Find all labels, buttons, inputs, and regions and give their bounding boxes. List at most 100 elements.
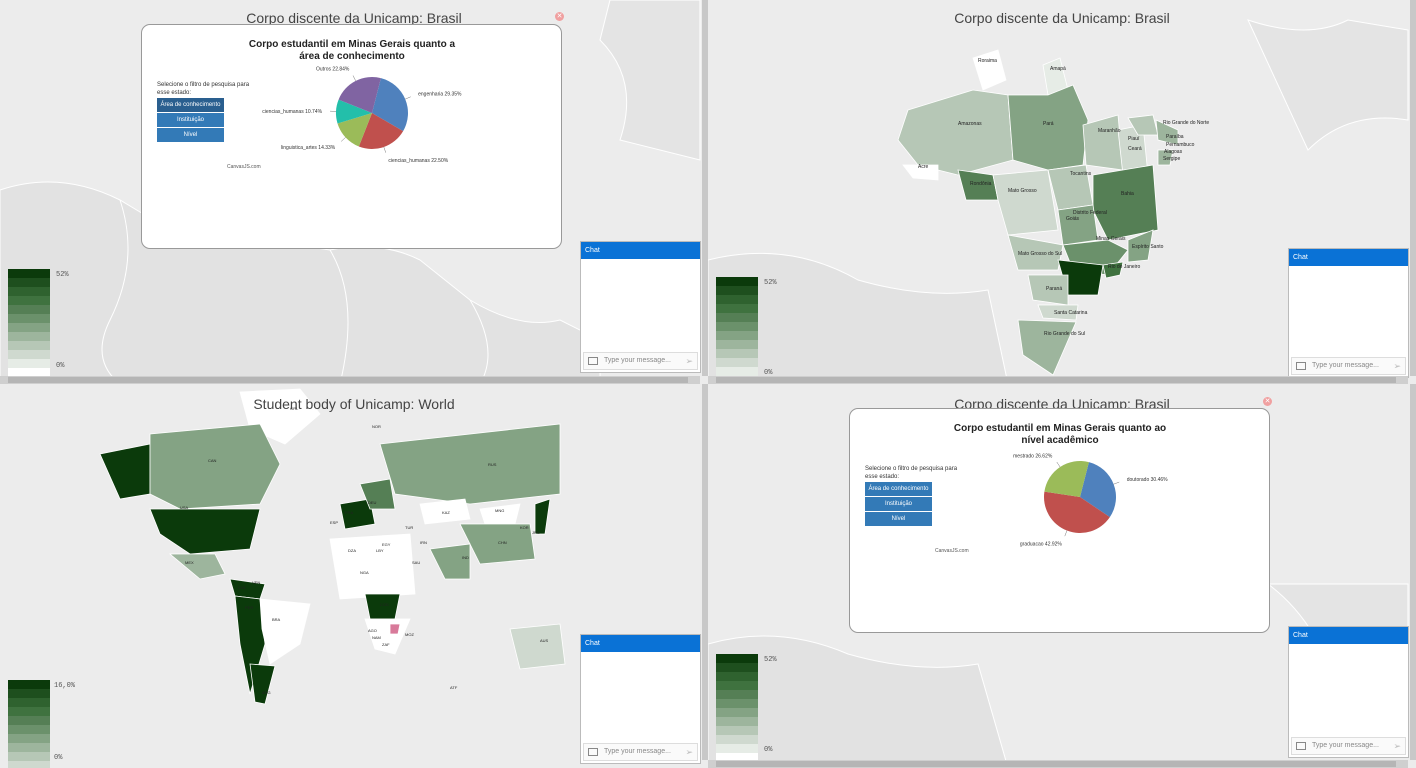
image-icon[interactable] bbox=[588, 748, 598, 756]
image-icon[interactable] bbox=[1296, 362, 1306, 370]
level-button[interactable]: Nível bbox=[157, 128, 224, 142]
image-icon[interactable] bbox=[1296, 742, 1306, 750]
pie-leader-line bbox=[1056, 461, 1061, 468]
state-label: Tocantins bbox=[1070, 171, 1092, 177]
image-icon[interactable] bbox=[588, 357, 598, 365]
legend-swatch bbox=[8, 725, 50, 734]
legend-swatch bbox=[8, 350, 50, 359]
chat-placeholder: Type your message... bbox=[604, 748, 671, 755]
close-icon[interactable]: ✕ bbox=[555, 12, 564, 21]
institution-button[interactable]: Instituição bbox=[157, 113, 224, 127]
pie-slice[interactable] bbox=[336, 99, 372, 124]
chat-panel: Chat Type your message... ➢ bbox=[1288, 626, 1409, 758]
chart-title: Corpo estudantil em Minas Gerais quanto … bbox=[953, 423, 1167, 446]
pie-chart[interactable]: engenharia 29.35% ciencias_humanas 22.50%… bbox=[252, 65, 552, 195]
institution-button[interactable]: Instituição bbox=[865, 497, 932, 511]
state-santa-catarina bbox=[1037, 304, 1079, 321]
color-legend bbox=[8, 269, 50, 377]
pie-slice[interactable] bbox=[338, 77, 381, 113]
brazil-map[interactable]: Roraima Amapá Amazonas Pará Maranhão Ceará Rio… bbox=[708, 0, 1416, 384]
pie-slice-label: ciencias_humanas 22.50% bbox=[388, 158, 448, 164]
legend-min: 0% bbox=[764, 369, 773, 377]
country-label: JPN bbox=[532, 530, 540, 535]
country-label: RUS bbox=[488, 462, 497, 467]
vertical-scrollbar[interactable] bbox=[1410, 0, 1416, 376]
legend-swatch bbox=[8, 305, 50, 314]
country-label: NGA bbox=[360, 570, 369, 575]
chat-panel: Chat Type your message... ➢ bbox=[1288, 248, 1409, 378]
legend-swatch bbox=[716, 726, 758, 735]
legend-swatch bbox=[716, 690, 758, 699]
chat-input[interactable]: Type your message... ➢ bbox=[1291, 357, 1406, 375]
country-label: KOR bbox=[520, 525, 529, 530]
state-label: Pernambuco bbox=[1166, 142, 1195, 148]
pie-slice[interactable] bbox=[337, 113, 372, 147]
canvasjs-credit: CanvasJS.com bbox=[935, 548, 969, 554]
legend-swatch bbox=[716, 735, 758, 744]
country-label: DEU bbox=[368, 500, 377, 505]
pie-slice[interactable] bbox=[1044, 461, 1089, 497]
country-label: NOR bbox=[372, 424, 381, 429]
panel-brazil-area: Corpo discente da Unicamp: Brasil ✕ Corp… bbox=[0, 0, 708, 384]
legend-swatch bbox=[716, 277, 758, 286]
country-jpn bbox=[534, 498, 551, 535]
country-label: CAN bbox=[208, 458, 217, 463]
horizontal-scrollbar[interactable] bbox=[708, 376, 1408, 384]
state-label: Mato Grosso bbox=[1008, 188, 1037, 194]
horizontal-scrollbar[interactable] bbox=[708, 760, 1408, 768]
country-label: AGO bbox=[368, 628, 377, 633]
country-label: CHN bbox=[498, 540, 507, 545]
close-icon[interactable]: ✕ bbox=[1263, 397, 1272, 406]
legend-max: 52% bbox=[764, 279, 777, 287]
legend-swatch bbox=[716, 717, 758, 726]
state-label: Maranhão bbox=[1098, 128, 1121, 134]
vertical-scrollbar[interactable] bbox=[1410, 384, 1416, 760]
legend-swatch bbox=[716, 681, 758, 690]
country-kaz bbox=[419, 498, 471, 525]
vertical-scrollbar[interactable] bbox=[702, 0, 708, 376]
area-button[interactable]: Área de conhecimento bbox=[157, 98, 224, 112]
horizontal-scrollbar[interactable] bbox=[0, 376, 700, 384]
legend-swatch bbox=[716, 699, 758, 708]
chat-input[interactable]: Type your message... ➢ bbox=[583, 352, 698, 370]
level-button[interactable]: Nível bbox=[865, 512, 932, 526]
page-title: Corpo discente da Unicamp: Brasil bbox=[246, 10, 462, 26]
state-label: Rio Grande do Sul bbox=[1044, 331, 1085, 337]
country-label: COD bbox=[380, 602, 389, 607]
pie-slice[interactable] bbox=[1080, 462, 1116, 518]
country-label: BRA bbox=[272, 617, 281, 622]
color-legend bbox=[8, 680, 50, 768]
legend-swatch bbox=[716, 708, 758, 717]
pie-slice-label: linguistica_artes 14.33% bbox=[281, 145, 336, 151]
state-label: Acre bbox=[918, 164, 929, 170]
chart-modal: Corpo estudantil em Minas Gerais quanto … bbox=[849, 408, 1270, 633]
state-label: Pará bbox=[1043, 121, 1054, 127]
area-button[interactable]: Área de conhecimento bbox=[865, 482, 932, 496]
country-arg bbox=[249, 663, 276, 705]
send-icon[interactable]: ➢ bbox=[685, 356, 693, 366]
legend-swatch bbox=[716, 367, 758, 376]
legend-swatch bbox=[8, 689, 50, 698]
send-icon[interactable]: ➢ bbox=[1393, 741, 1401, 751]
chat-input[interactable]: Type your message... ➢ bbox=[583, 743, 698, 761]
pie-slice[interactable] bbox=[358, 113, 404, 149]
country-label: USA bbox=[180, 505, 189, 510]
legend-swatch bbox=[8, 752, 50, 761]
send-icon[interactable]: ➢ bbox=[685, 747, 693, 757]
state-label: Rondônia bbox=[970, 181, 992, 187]
pie-slice[interactable] bbox=[372, 78, 408, 132]
vertical-scrollbar[interactable] bbox=[702, 384, 708, 760]
state-mato-grosso-do-sul bbox=[1007, 234, 1064, 271]
chat-input[interactable]: Type your message... ➢ bbox=[1291, 737, 1406, 755]
filter-label: Selecione o filtro de pesquisa para esse… bbox=[157, 82, 250, 96]
legend-swatch bbox=[716, 331, 758, 340]
legend-swatch bbox=[716, 286, 758, 295]
pie-leader-line bbox=[1064, 530, 1068, 537]
send-icon[interactable]: ➢ bbox=[1393, 361, 1401, 371]
pie-slice[interactable] bbox=[1044, 491, 1110, 533]
pie-chart[interactable]: doutorado 30.46% graduacao 42.92% mestrado… bbox=[960, 449, 1260, 579]
state-label: Piauí bbox=[1128, 136, 1140, 142]
state-label: Amapá bbox=[1050, 66, 1066, 72]
state-al-se bbox=[1157, 149, 1174, 166]
state-rio-grande-do-sul bbox=[1017, 319, 1077, 376]
